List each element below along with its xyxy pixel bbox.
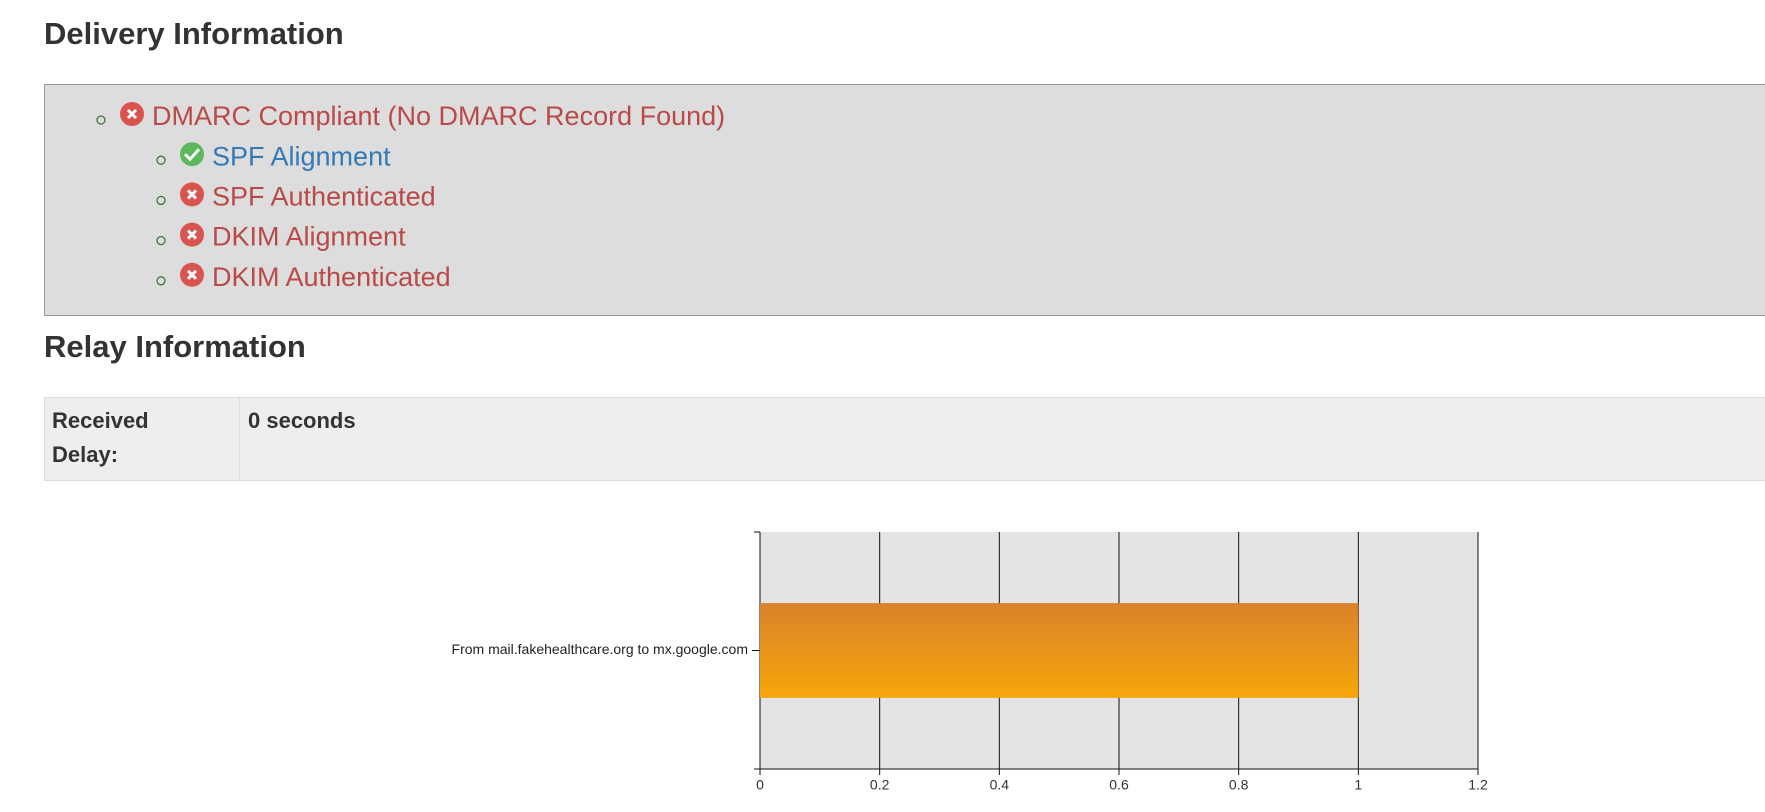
- list-item: DMARC Compliant (No DMARC Record Found): [152, 101, 725, 131]
- list-item: SPF Authenticated: [212, 182, 436, 212]
- bar: [760, 603, 1358, 698]
- x-tick-label: 1: [1354, 777, 1362, 793]
- status-icon: [180, 182, 204, 206]
- status-icon: [180, 223, 204, 247]
- x-tick-label: 0.6: [1109, 777, 1129, 793]
- x-tick-label: 0: [756, 777, 764, 793]
- section-title: Relay Information: [44, 329, 306, 364]
- list-item: DKIM Alignment: [212, 222, 406, 252]
- list-item: SPF Alignment: [212, 141, 391, 171]
- x-tick-label: 0.2: [870, 777, 890, 793]
- x-tick-label: 0.8: [1229, 777, 1249, 793]
- status-icon: [180, 263, 204, 287]
- x-tick-label: 1.2: [1468, 777, 1488, 793]
- table-value: 0 seconds: [248, 408, 356, 433]
- x-tick-label: 0.4: [990, 777, 1010, 793]
- status-icon: [180, 142, 204, 166]
- list-item: DKIM Authenticated: [212, 262, 451, 292]
- chart: 0 0.2 0.4 0.6 0.8 1 1.2 From mail.fakehealthcar…: [452, 532, 1488, 793]
- y-tick-label: From mail.fakehealthcare.org to mx.googl…: [452, 641, 748, 657]
- icon-circle: [180, 142, 204, 166]
- status-icon: [120, 102, 144, 126]
- section-title: Delivery Information: [44, 16, 344, 51]
